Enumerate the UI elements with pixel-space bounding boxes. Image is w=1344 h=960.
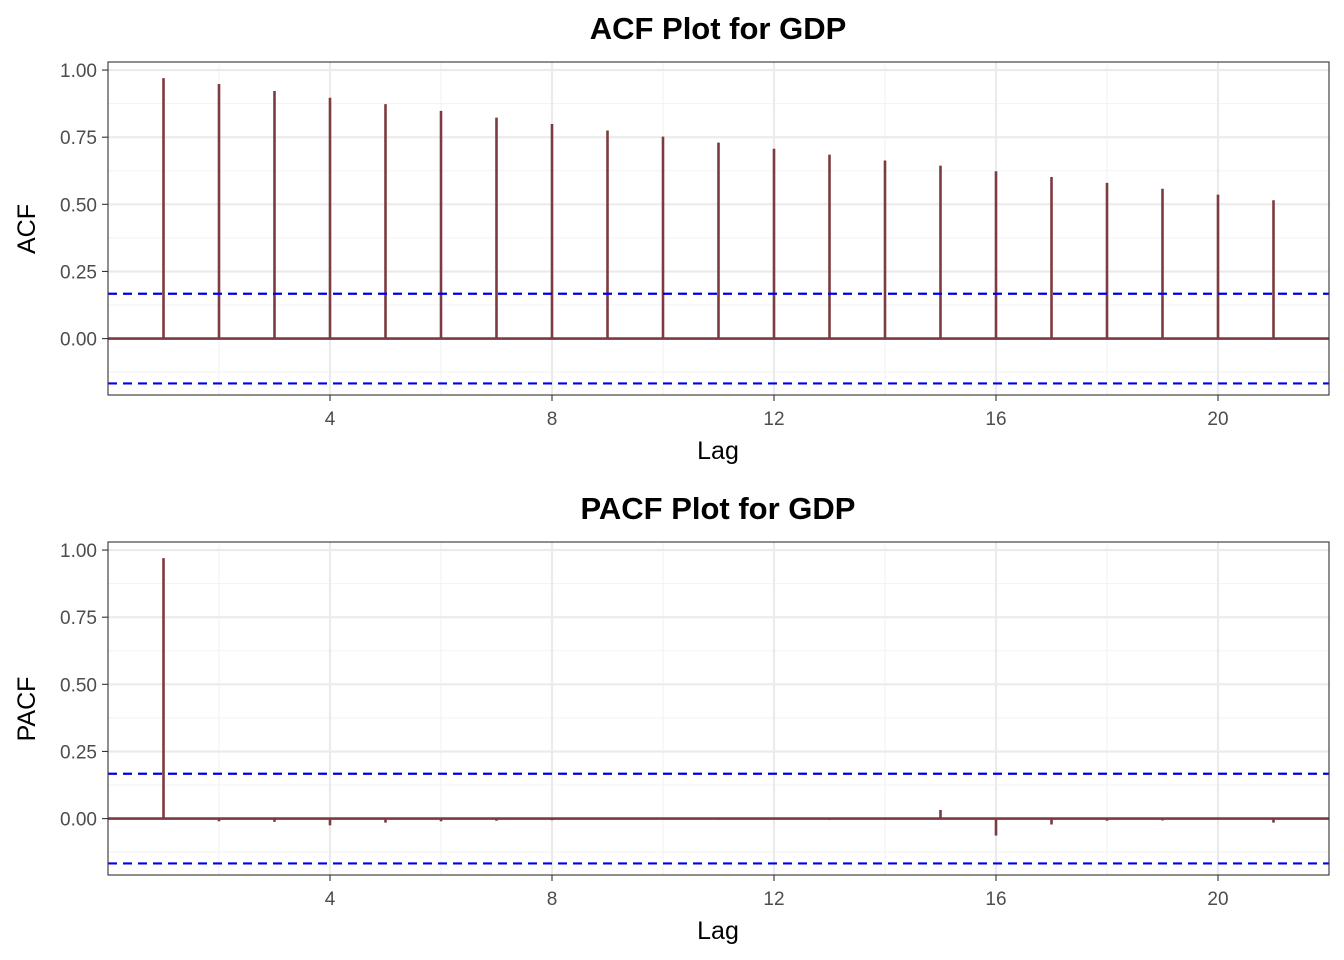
pacf-y-tick-label: 0.00 [60,810,97,831]
pacf-panel-border [107,541,1330,876]
acf-x-tick-label: 20 [1207,409,1228,430]
acf-y-tick-label: 0.25 [60,262,97,283]
pacf-y-tick-label: 0.75 [60,608,97,629]
acf-y-tick-label: 0.75 [60,128,97,149]
pacf-y-tick-label: 0.50 [60,675,97,696]
acf-chart-title: ACF Plot for GDP [590,11,847,46]
acf-y-tick-label: 0.50 [60,195,97,216]
pacf-x-tick-label: 12 [763,889,784,910]
pacf-y-tick-label: 0.25 [60,742,97,763]
pacf-y-tick-label: 1.00 [60,541,97,562]
acf-y-tick-label: 1.00 [60,61,97,82]
pacf-x-axis-title: Lag [697,917,739,945]
pacf-x-tick-label: 16 [985,889,1006,910]
pacf-x-tick-label: 4 [325,889,336,910]
pacf-x-tick-label: 20 [1207,889,1228,910]
acf-x-tick-label: 12 [763,409,784,430]
acf-y-tick-label: 0.00 [60,330,97,351]
acf-x-tick-label: 16 [985,409,1006,430]
acf-chart: 0.00 0.25 0.50 0.75 1.00 4 8 12 16 20 ACF Plot fo… [13,11,1330,465]
pacf-panel-background [108,542,1329,875]
acf-x-tick-label: 4 [325,409,336,430]
pacf-chart-title: PACF Plot for GDP [581,491,856,526]
acf-x-tick-label: 8 [547,409,558,430]
acf-x-axis-title: Lag [697,437,739,465]
acf-panel-border [107,61,1330,396]
pacf-y-axis-title: PACF [13,677,41,742]
pacf-x-tick-label: 8 [547,889,558,910]
acf-y-axis-title: ACF [13,204,41,254]
pacf-chart: 0.00 0.25 0.50 0.75 1.00 4 8 12 16 20 PACF Plot f… [13,491,1330,945]
